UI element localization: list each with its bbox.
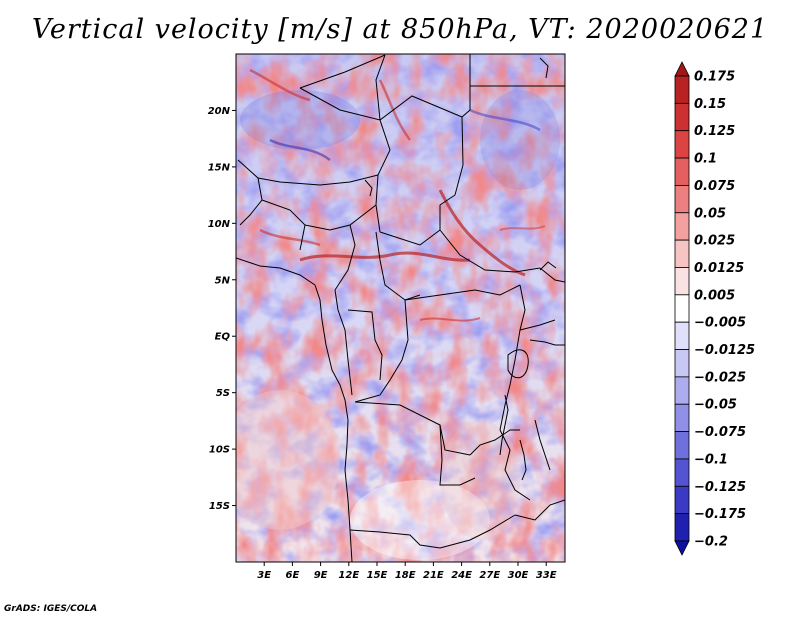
- colorbar-segment: [674, 294, 690, 323]
- colorbar-label: 0.125: [694, 124, 735, 139]
- colorbar-segment: [674, 185, 690, 214]
- colorbar-label: 0.005: [694, 288, 735, 303]
- colorbar-segment: [674, 212, 690, 241]
- lat-tick-label: 10N: [208, 219, 231, 230]
- lon-tick-label: 6E: [286, 570, 300, 581]
- colorbar-segment: [674, 102, 690, 132]
- colorbar-segment: [674, 403, 690, 432]
- colorbar-label: −0.05: [694, 398, 737, 413]
- lon-tick-label: 27E: [479, 570, 500, 581]
- colorbar-label: 0.15: [694, 97, 726, 112]
- lat-tick-label: 15N: [208, 162, 231, 173]
- lon-tick-label: 18E: [395, 570, 416, 581]
- lon-tick-label: 21E: [423, 570, 444, 581]
- lon-tick-label: 30E: [508, 570, 529, 581]
- lon-tick-label: 12E: [338, 570, 359, 581]
- colorbar-label: −0.175: [694, 507, 746, 522]
- colorbar-segment: [674, 75, 690, 104]
- colorbar-label: 0.025: [694, 234, 735, 249]
- lat-tick-label: 20N: [208, 106, 231, 117]
- colorbar-segment: [674, 267, 690, 296]
- map-title: Vertical velocity [m/s] at 850hPa, VT: 2…: [31, 14, 769, 45]
- lon-tick-label: 3E: [257, 570, 271, 581]
- colorbar-segment: [674, 431, 690, 460]
- latitude-axis: 20N 15N 10N 5N EQ 5S 10S 15S: [208, 106, 236, 512]
- colorbar-label: −0.075: [694, 425, 746, 440]
- map-frame: [235, 53, 566, 563]
- colorbar: 0.175 0.15 0.125 0.1 0.075 0.05 0.025 0.0125 0.0…: [674, 61, 755, 556]
- colorbar-label: −0.025: [694, 370, 746, 385]
- lon-tick-label: 24E: [451, 570, 472, 581]
- colorbar-label: 0.175: [694, 70, 735, 85]
- colorbar-segment: [674, 485, 690, 515]
- colorbar-segment: [674, 376, 690, 405]
- colorbar-segment: [674, 239, 690, 268]
- lon-tick-label: 15E: [367, 570, 388, 581]
- colorbar-label: −0.1: [694, 452, 728, 467]
- lat-tick-label: 15S: [209, 501, 230, 512]
- colorbar-segment: [674, 349, 690, 378]
- colorbar-label: −0.0125: [694, 343, 755, 358]
- grads-credit: GrADS: IGES/COLA: [4, 604, 98, 614]
- colorbar-segment: [674, 513, 690, 542]
- country-borders: [236, 54, 565, 562]
- lon-tick-label: 9E: [314, 570, 328, 581]
- colorbar-label: −0.2: [694, 535, 728, 550]
- colorbar-segment: [674, 130, 690, 159]
- lat-tick-label: EQ: [215, 332, 231, 343]
- lat-tick-label: 5N: [215, 275, 231, 286]
- colorbar-label: 0.075: [694, 179, 735, 194]
- colorbar-label: 0.1: [694, 152, 717, 167]
- colorbar-top-arrow: [674, 61, 690, 77]
- colorbar-bottom-arrow: [674, 540, 690, 556]
- lon-tick-label: 33E: [536, 570, 557, 581]
- velocity-field: [236, 54, 565, 562]
- colorbar-label: −0.005: [694, 316, 746, 331]
- colorbar-label: −0.125: [694, 480, 746, 495]
- lat-tick-label: 10S: [209, 445, 230, 456]
- lat-tick-label: 5S: [216, 388, 230, 399]
- colorbar-label: 0.0125: [694, 261, 744, 276]
- longitude-axis: 3E 6E 9E 12E 15E 18E 21E 24E 27E 30E 33E: [257, 562, 557, 581]
- colorbar-label: 0.05: [694, 206, 726, 221]
- colorbar-segment: [674, 157, 690, 186]
- colorbar-segment: [674, 458, 690, 487]
- colorbar-segment: [674, 321, 690, 350]
